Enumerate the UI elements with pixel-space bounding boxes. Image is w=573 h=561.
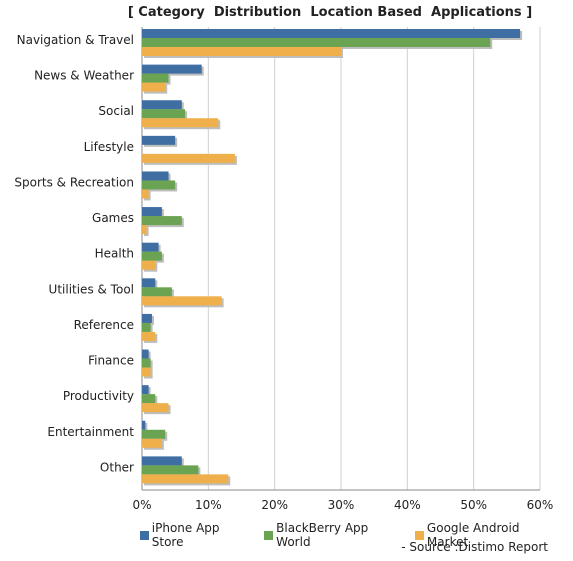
bar [142, 207, 162, 217]
bar [142, 287, 172, 297]
bar [142, 403, 169, 413]
bar [142, 118, 219, 128]
bar [142, 474, 229, 484]
bar [142, 394, 156, 404]
bar [142, 29, 521, 38]
x-tick-label: 40% [394, 498, 421, 512]
bar [142, 367, 151, 377]
legend-item-android: Google Android Market [415, 521, 561, 549]
bar [142, 358, 151, 368]
category-label: Entertainment [47, 425, 134, 439]
source-note: - Source :Distimo Report [401, 540, 548, 554]
legend-item-iphone: iPhone App Store [140, 521, 252, 549]
legend-swatch [140, 530, 149, 540]
bar [142, 64, 202, 74]
bar [142, 242, 159, 252]
bar [142, 438, 162, 448]
x-tick-label: 50% [460, 498, 487, 512]
bar [142, 82, 166, 92]
bar [142, 225, 147, 235]
x-tick-label: 30% [328, 498, 355, 512]
bar [142, 153, 235, 163]
legend-swatch [264, 530, 274, 540]
category-label: Productivity [63, 389, 134, 403]
category-label: News & Weather [34, 69, 134, 83]
bar [142, 322, 151, 332]
category-label: Reference [74, 318, 134, 332]
x-tick-label: 20% [261, 498, 288, 512]
bar-shadow [144, 422, 148, 432]
x-tick-label: 10% [195, 498, 222, 512]
legend-swatch [415, 530, 424, 540]
bar [142, 189, 149, 199]
x-tick-label: 60% [527, 498, 554, 512]
category-label: Social [98, 104, 134, 118]
bar [142, 260, 156, 270]
category-label: Sports & Recreation [14, 175, 134, 189]
category-label: Utilities & Tool [49, 282, 134, 296]
chart-legend: iPhone App Store BlackBerry App World Go… [140, 521, 573, 549]
category-label: Lifestyle [84, 140, 134, 154]
bar [142, 216, 182, 226]
bar [142, 135, 176, 145]
category-label: Games [92, 211, 134, 225]
bar [142, 73, 169, 83]
bar [142, 278, 156, 288]
bar [142, 313, 152, 323]
x-tick-label: 0% [132, 498, 151, 512]
legend-item-blackberry: BlackBerry App World [264, 521, 403, 549]
bar [142, 180, 176, 190]
bar [142, 465, 199, 475]
bar [142, 385, 149, 395]
bar [142, 331, 156, 341]
bar [142, 349, 149, 359]
bar [142, 429, 166, 439]
bar [142, 38, 491, 47]
bar [142, 100, 182, 110]
chart-title: [ Category Distribution Location Based A… [127, 5, 533, 20]
legend-label: BlackBerry App World [276, 521, 369, 549]
bar [142, 171, 169, 181]
legend-label: Google Android Market [426, 521, 520, 549]
bar [142, 47, 341, 56]
legend-label: iPhone App Store [151, 521, 220, 549]
category-label: Navigation & Travel [17, 33, 134, 47]
bar [142, 456, 182, 466]
bar [142, 420, 146, 430]
category-label: Health [95, 247, 134, 261]
category-label: Other [100, 460, 134, 474]
category-label: Finance [88, 354, 134, 368]
bar [142, 109, 186, 119]
bar [142, 296, 222, 306]
bar [142, 251, 162, 261]
